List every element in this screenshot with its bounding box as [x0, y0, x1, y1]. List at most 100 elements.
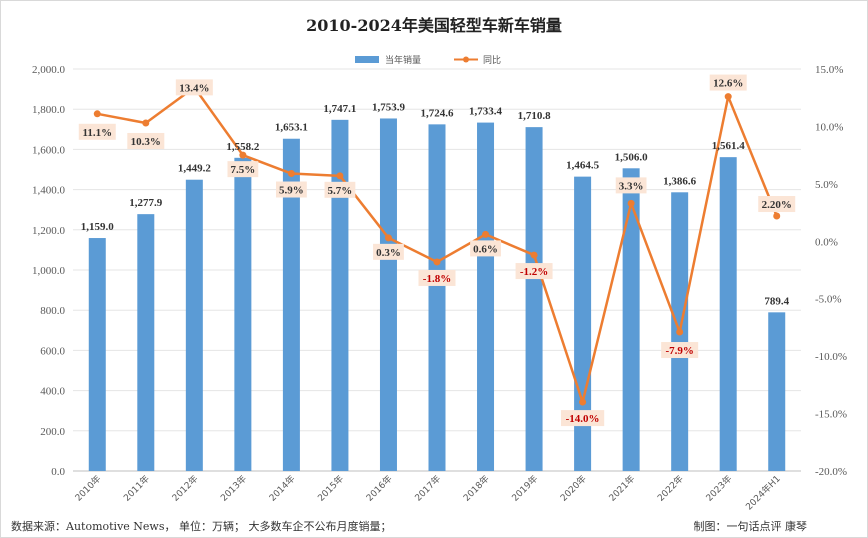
bar-value-label: 1,733.4 — [469, 106, 503, 118]
x-tick-label: 2018年 — [461, 473, 492, 504]
yoy-point — [773, 212, 781, 220]
yoy-value-label: 10.3% — [131, 136, 161, 148]
yoy-point — [579, 398, 587, 406]
x-tick-label: 2021年 — [606, 473, 637, 504]
legend-label-bar: 当年销量 — [385, 54, 421, 66]
bar-value-label: 1,386.6 — [663, 175, 697, 187]
bar-value-label: 1,506.0 — [615, 151, 649, 163]
y-right-tick-label: -10.0% — [815, 351, 847, 363]
bar — [768, 312, 786, 471]
yoy-value-label: 3.3% — [619, 180, 644, 192]
yoy-value-label: -1.2% — [520, 266, 548, 278]
yoy-value-label: 13.4% — [179, 82, 209, 94]
footer-credit: 制图：一句话点评 康琴 — [693, 520, 808, 533]
yoy-value-label: 5.7% — [328, 185, 353, 197]
x-tick-label: 2013年 — [218, 473, 249, 504]
bar-value-label: 1,561.4 — [712, 140, 746, 152]
yoy-label-box — [175, 79, 213, 96]
yoy-point — [676, 328, 684, 336]
y-right-tick-label: -5.0% — [815, 294, 842, 306]
footer-source: 数据来源：Automotive News， 单位：万辆； 大多数车企不公布月度销… — [11, 520, 392, 533]
x-tick-label: 2011年 — [121, 473, 152, 504]
bar — [137, 214, 155, 472]
y-right-tick-label: 10.0% — [815, 121, 843, 133]
yoy-label-box — [515, 263, 553, 280]
y-left-tick-label: 1,200.0 — [32, 225, 66, 237]
yoy-label-box — [758, 196, 796, 213]
y-right-tick-label: 5.0% — [815, 179, 838, 191]
yoy-point — [142, 119, 150, 127]
y-right-tick-label: -15.0% — [815, 409, 847, 421]
yoy-value-label: -14.0% — [566, 413, 600, 425]
bar-value-label: 1,724.6 — [421, 107, 455, 119]
y-right-tick-label: -20.0% — [815, 466, 847, 478]
bar-value-label: 1,159.0 — [81, 221, 115, 233]
yoy-value-label: 11.1% — [82, 127, 112, 139]
bar-value-label: 1,277.9 — [129, 197, 163, 209]
yoy-point — [530, 251, 538, 259]
yoy-label-box — [470, 240, 501, 257]
y-left-tick-label: 2,000.0 — [32, 64, 66, 76]
legend-swatch-bar — [355, 56, 379, 63]
x-tick-label: 2024年H1 — [743, 473, 783, 513]
bar-value-label: 1,449.2 — [178, 163, 212, 175]
bar — [622, 168, 640, 471]
yoy-label-box — [615, 177, 647, 194]
x-tick-label: 2016年 — [364, 473, 395, 504]
yoy-point — [336, 172, 344, 180]
yoy-value-label: 7.5% — [230, 164, 255, 176]
bar-value-label: 1,558.2 — [226, 141, 260, 153]
yoy-label-box — [127, 132, 165, 149]
bar — [525, 127, 543, 471]
yoy-value-label: 2.20% — [762, 199, 792, 211]
y-left-tick-label: 800.0 — [40, 305, 65, 317]
bar — [719, 157, 737, 471]
yoy-label-box — [276, 181, 307, 198]
y-left-tick-label: 0.0 — [51, 466, 65, 478]
yoy-value-label: 0.6% — [473, 243, 498, 255]
bar-value-label: 1,464.5 — [566, 160, 600, 172]
y-left-tick-label: 600.0 — [40, 345, 65, 357]
yoy-point — [433, 258, 441, 266]
yoy-label-box — [227, 161, 259, 178]
yoy-value-label: -7.9% — [665, 345, 693, 357]
legend: 当年销量 同比 — [355, 54, 501, 66]
x-axis: 2010年 2011年 2012年 2013年 2014年 2015年 2016年 2017年… — [72, 473, 783, 513]
yoy-point — [724, 93, 732, 101]
y-left-tick-label: 1,400.0 — [32, 185, 66, 197]
yoy-point — [384, 234, 392, 242]
yoy-point — [287, 170, 295, 178]
x-tick-label: 2020年 — [558, 473, 589, 504]
bar — [331, 119, 349, 472]
x-tick-label: 2017年 — [412, 473, 443, 504]
bar-value-label: 1,747.1 — [323, 103, 356, 115]
bar-value-label: 1,710.8 — [518, 110, 552, 122]
bar — [574, 176, 592, 471]
bar — [185, 179, 203, 471]
yoy-label-box — [418, 269, 456, 286]
x-tick-label: 2010年 — [72, 473, 103, 504]
yoy-value-label: -1.8% — [423, 273, 451, 285]
bar-labels: 1,159.0 1,277.9 1,449.2 1,558.2 1,653.1 1,747… — [81, 101, 790, 307]
yoy-point — [627, 199, 635, 207]
yoy-label-box — [661, 342, 699, 359]
y-right-tick-label: 15.0% — [815, 64, 843, 76]
yoy-value-label: 5.9% — [279, 185, 304, 197]
x-tick-label: 2023年 — [703, 473, 734, 504]
bar — [379, 118, 397, 472]
bar-value-label: 1,753.9 — [372, 101, 406, 113]
yoy-labels: 11.1% 10.3% 13.4% 7.5% 5.9% 5.7% 0.3% -1.8% 0.6%… — [78, 74, 796, 427]
line-series — [93, 83, 781, 406]
yoy-point — [482, 230, 490, 238]
x-tick-label: 2022年 — [655, 473, 686, 504]
bar — [282, 138, 300, 471]
yoy-label-box — [561, 410, 605, 427]
yoy-label-box — [78, 123, 116, 140]
bar — [477, 122, 495, 471]
y-left-tick-label: 200.0 — [40, 426, 65, 438]
bar — [234, 157, 252, 471]
chart-title: 2010-2024年美国轻型车新车销量 — [306, 16, 562, 35]
yoy-label-box — [373, 243, 404, 260]
x-tick-label: 2019年 — [509, 473, 540, 504]
